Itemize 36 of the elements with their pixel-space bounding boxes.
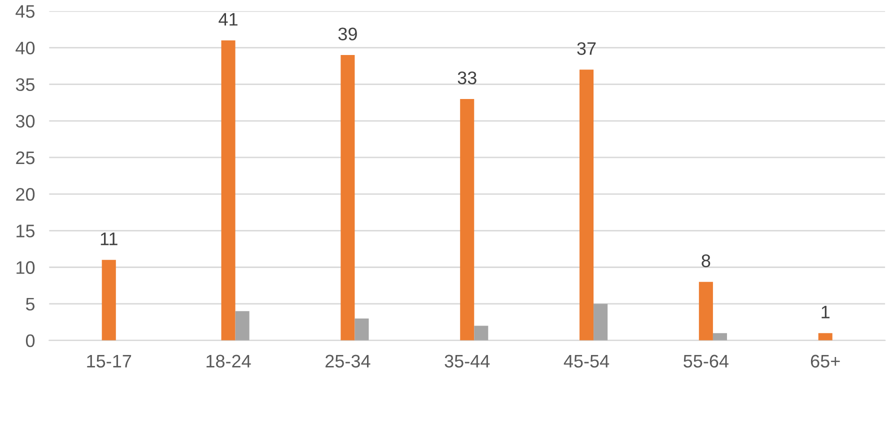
bar: [580, 70, 594, 340]
bar: [221, 40, 236, 340]
y-tick-label: 40: [16, 42, 35, 54]
x-tick-label: 15-17: [87, 354, 132, 368]
bar: [354, 318, 369, 340]
x-tick-label: 18-24: [206, 354, 251, 368]
bar: [340, 55, 355, 340]
bar: [102, 260, 116, 340]
x-tick-label: 45-54: [564, 354, 610, 368]
bar: [235, 311, 250, 340]
x-tick-label: 55-64: [684, 354, 729, 368]
data-label: 33: [458, 71, 476, 84]
y-tick-label: 5: [26, 298, 35, 311]
y-tick-label: 25: [16, 151, 35, 164]
x-tick-label: 65+: [810, 354, 840, 368]
bar: [698, 282, 713, 340]
y-tick-label: 30: [16, 114, 35, 128]
y-tick-label: 20: [16, 188, 35, 201]
data-label: 11: [100, 232, 118, 246]
bar: [460, 98, 474, 340]
x-tick-label: 25-34: [326, 354, 370, 368]
y-tick-label: 0: [26, 334, 35, 348]
x-tick-label: 35-44: [444, 354, 490, 368]
y-tick-label: 10: [16, 261, 35, 274]
data-label: 41: [218, 13, 238, 26]
y-tick-label: 35: [16, 78, 35, 92]
bar: [712, 333, 728, 340]
y-tick-label: 45: [16, 5, 35, 18]
data-label: 39: [338, 28, 357, 40]
bar: [474, 326, 488, 340]
bar: [594, 304, 608, 340]
data-label: 1: [822, 306, 830, 318]
bar: [818, 333, 832, 340]
y-tick-label: 15: [16, 224, 35, 238]
data-label: 37: [577, 42, 596, 55]
data-label: 8: [702, 254, 710, 268]
